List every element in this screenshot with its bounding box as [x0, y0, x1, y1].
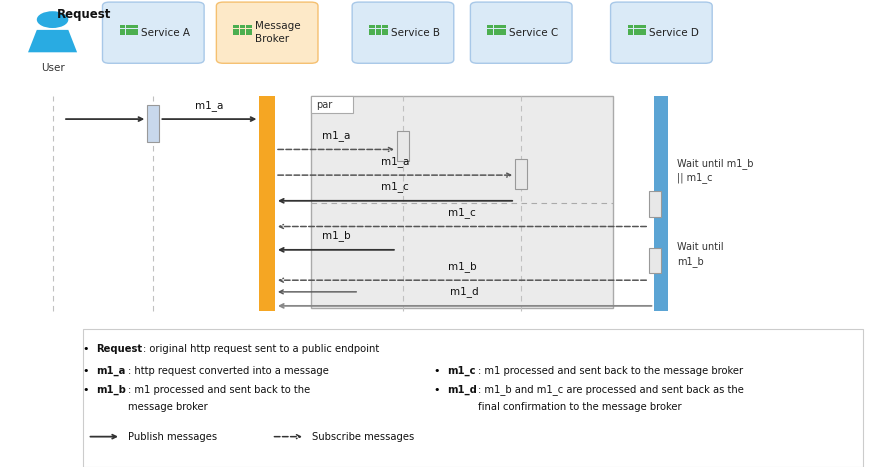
Bar [132, 25, 138, 28]
FancyBboxPatch shape [311, 96, 353, 113]
Text: Service A: Service A [141, 28, 190, 38]
Bar [627, 29, 633, 32]
Bar [369, 32, 375, 35]
Bar [376, 25, 381, 28]
FancyBboxPatch shape [216, 2, 318, 63]
Text: m1_c: m1_c [447, 366, 476, 376]
Text: m1_d: m1_d [447, 385, 477, 395]
Text: Subscribe messages: Subscribe messages [312, 432, 414, 442]
FancyBboxPatch shape [83, 329, 863, 467]
Text: final confirmation to the message broker: final confirmation to the message broker [478, 402, 682, 412]
Bar [627, 25, 633, 28]
Bar [132, 29, 138, 32]
FancyBboxPatch shape [102, 2, 204, 63]
Text: Request: Request [96, 344, 143, 354]
Bar [627, 32, 633, 35]
Text: message broker: message broker [128, 402, 208, 412]
Text: m1_d: m1_d [450, 287, 479, 297]
Text: User: User [40, 63, 65, 73]
Bar [649, 248, 661, 273]
Bar [382, 25, 388, 28]
Text: Service C: Service C [509, 28, 558, 38]
FancyBboxPatch shape [352, 2, 454, 63]
Bar [640, 32, 646, 35]
Text: m1_b: m1_b [96, 385, 126, 395]
Bar [246, 29, 252, 32]
Bar [119, 32, 125, 35]
Text: m1_c: m1_c [381, 182, 409, 192]
Bar [126, 25, 131, 28]
Bar [634, 25, 639, 28]
Bar [369, 25, 375, 28]
Bar [634, 29, 639, 32]
Bar [126, 32, 131, 35]
Text: Service B: Service B [391, 28, 440, 38]
Text: m1_b: m1_b [321, 231, 350, 241]
Bar [240, 29, 245, 32]
Text: •: • [433, 385, 440, 395]
Bar [240, 25, 245, 28]
Text: m1_c: m1_c [449, 207, 476, 218]
Text: : m1_b and m1_c are processed and sent back as the: : m1_b and m1_c are processed and sent b… [478, 384, 745, 396]
Bar [487, 29, 493, 32]
Bar [649, 191, 661, 217]
Bar [376, 29, 381, 32]
Bar [376, 32, 381, 35]
Circle shape [37, 11, 68, 28]
Bar [119, 25, 125, 28]
Text: Service D: Service D [649, 28, 699, 38]
Text: Wait until m1_b
|| m1_c: Wait until m1_b || m1_c [677, 158, 753, 183]
Text: Message
Broker: Message Broker [255, 21, 300, 44]
Bar [382, 29, 388, 32]
Bar [640, 29, 646, 32]
FancyBboxPatch shape [311, 96, 613, 308]
Text: Wait until
m1_b: Wait until m1_b [677, 242, 724, 267]
Text: •: • [433, 366, 440, 376]
Text: m1_a: m1_a [195, 100, 223, 111]
Bar [640, 25, 646, 28]
Bar [132, 32, 138, 35]
Text: m1_a: m1_a [96, 366, 126, 376]
Bar [119, 29, 125, 32]
Bar [246, 32, 252, 35]
Bar [233, 25, 239, 28]
Text: •: • [82, 344, 89, 354]
FancyBboxPatch shape [470, 2, 572, 63]
Bar [382, 32, 388, 35]
Bar [397, 131, 409, 161]
Text: par: par [316, 99, 333, 110]
Bar [654, 96, 668, 311]
Text: •: • [82, 385, 89, 395]
Bar [494, 32, 499, 35]
Bar [126, 29, 131, 32]
Bar [634, 32, 639, 35]
Bar [494, 29, 499, 32]
Bar [515, 159, 527, 189]
Text: : original http request sent to a public endpoint: : original http request sent to a public… [143, 344, 379, 354]
Text: Publish messages: Publish messages [128, 432, 217, 442]
Polygon shape [28, 30, 77, 52]
Bar [233, 29, 239, 32]
Bar [494, 25, 499, 28]
Bar [500, 29, 506, 32]
Text: : m1 processed and sent back to the: : m1 processed and sent back to the [128, 385, 310, 395]
Text: m1_b: m1_b [448, 261, 477, 272]
Bar [369, 29, 375, 32]
Bar [487, 32, 493, 35]
Bar [240, 32, 245, 35]
Text: Request: Request [57, 7, 111, 21]
Text: •: • [82, 366, 89, 376]
Text: m1_a: m1_a [381, 156, 409, 167]
Text: m1_a: m1_a [321, 130, 350, 141]
FancyBboxPatch shape [611, 2, 712, 63]
Bar [259, 96, 275, 311]
Bar [500, 25, 506, 28]
Text: : m1 processed and sent back to the message broker: : m1 processed and sent back to the mess… [478, 366, 744, 376]
Text: : http request converted into a message: : http request converted into a message [128, 366, 328, 376]
Bar [500, 32, 506, 35]
Bar [246, 25, 252, 28]
Bar [147, 105, 159, 142]
Bar [487, 25, 493, 28]
Bar [233, 32, 239, 35]
